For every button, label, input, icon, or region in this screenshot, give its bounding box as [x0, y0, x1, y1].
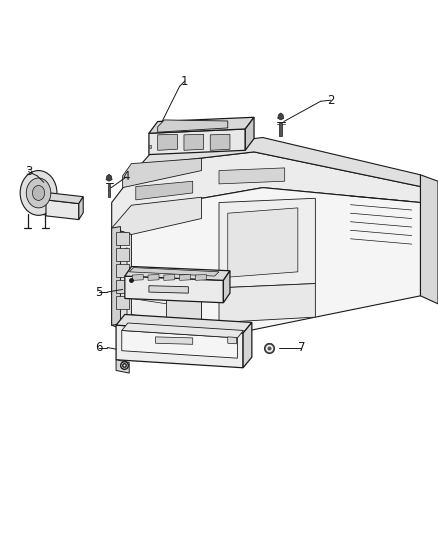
- Polygon shape: [129, 268, 219, 276]
- Polygon shape: [149, 286, 188, 293]
- Polygon shape: [116, 248, 129, 261]
- Polygon shape: [131, 266, 201, 344]
- Polygon shape: [40, 200, 77, 219]
- Text: 5: 5: [95, 286, 102, 298]
- Polygon shape: [420, 175, 438, 304]
- Polygon shape: [219, 284, 315, 322]
- Polygon shape: [243, 322, 252, 368]
- Polygon shape: [195, 274, 206, 280]
- Polygon shape: [278, 113, 284, 120]
- Polygon shape: [106, 174, 112, 181]
- Polygon shape: [116, 280, 129, 293]
- Text: 2: 2: [327, 94, 335, 107]
- Polygon shape: [125, 276, 223, 303]
- Polygon shape: [108, 184, 110, 197]
- Polygon shape: [166, 277, 201, 344]
- Circle shape: [32, 185, 45, 200]
- Text: 4: 4: [122, 171, 130, 183]
- Polygon shape: [279, 123, 282, 136]
- Text: 6: 6: [95, 341, 102, 354]
- Circle shape: [20, 171, 57, 215]
- Polygon shape: [149, 145, 151, 148]
- Polygon shape: [180, 274, 191, 280]
- Text: 3: 3: [25, 165, 32, 178]
- Polygon shape: [149, 117, 254, 133]
- Polygon shape: [116, 296, 129, 309]
- Polygon shape: [148, 274, 159, 280]
- Polygon shape: [228, 208, 298, 277]
- Circle shape: [26, 178, 51, 208]
- Polygon shape: [46, 193, 83, 204]
- Polygon shape: [125, 266, 230, 280]
- Polygon shape: [116, 232, 129, 245]
- Polygon shape: [112, 152, 420, 228]
- Polygon shape: [116, 314, 252, 333]
- Polygon shape: [223, 271, 230, 303]
- Polygon shape: [184, 134, 204, 150]
- Polygon shape: [116, 264, 129, 277]
- Polygon shape: [122, 323, 244, 338]
- Polygon shape: [219, 198, 315, 288]
- Text: 7: 7: [297, 341, 305, 354]
- Polygon shape: [158, 120, 228, 132]
- Polygon shape: [123, 158, 201, 188]
- Polygon shape: [116, 325, 243, 368]
- Polygon shape: [112, 188, 420, 344]
- Polygon shape: [245, 117, 254, 150]
- Polygon shape: [116, 360, 129, 373]
- Polygon shape: [112, 248, 127, 325]
- Polygon shape: [140, 138, 420, 187]
- Polygon shape: [210, 134, 230, 150]
- Polygon shape: [228, 337, 237, 344]
- Polygon shape: [149, 129, 245, 155]
- Polygon shape: [112, 227, 120, 325]
- Polygon shape: [219, 168, 285, 184]
- Polygon shape: [132, 274, 143, 280]
- Polygon shape: [112, 197, 201, 235]
- Polygon shape: [112, 228, 131, 333]
- Polygon shape: [46, 200, 79, 220]
- Text: 1: 1: [181, 75, 189, 87]
- Polygon shape: [122, 330, 237, 358]
- Polygon shape: [79, 197, 83, 220]
- Polygon shape: [164, 274, 175, 280]
- Polygon shape: [158, 134, 177, 150]
- Polygon shape: [136, 181, 193, 200]
- Polygon shape: [155, 337, 193, 344]
